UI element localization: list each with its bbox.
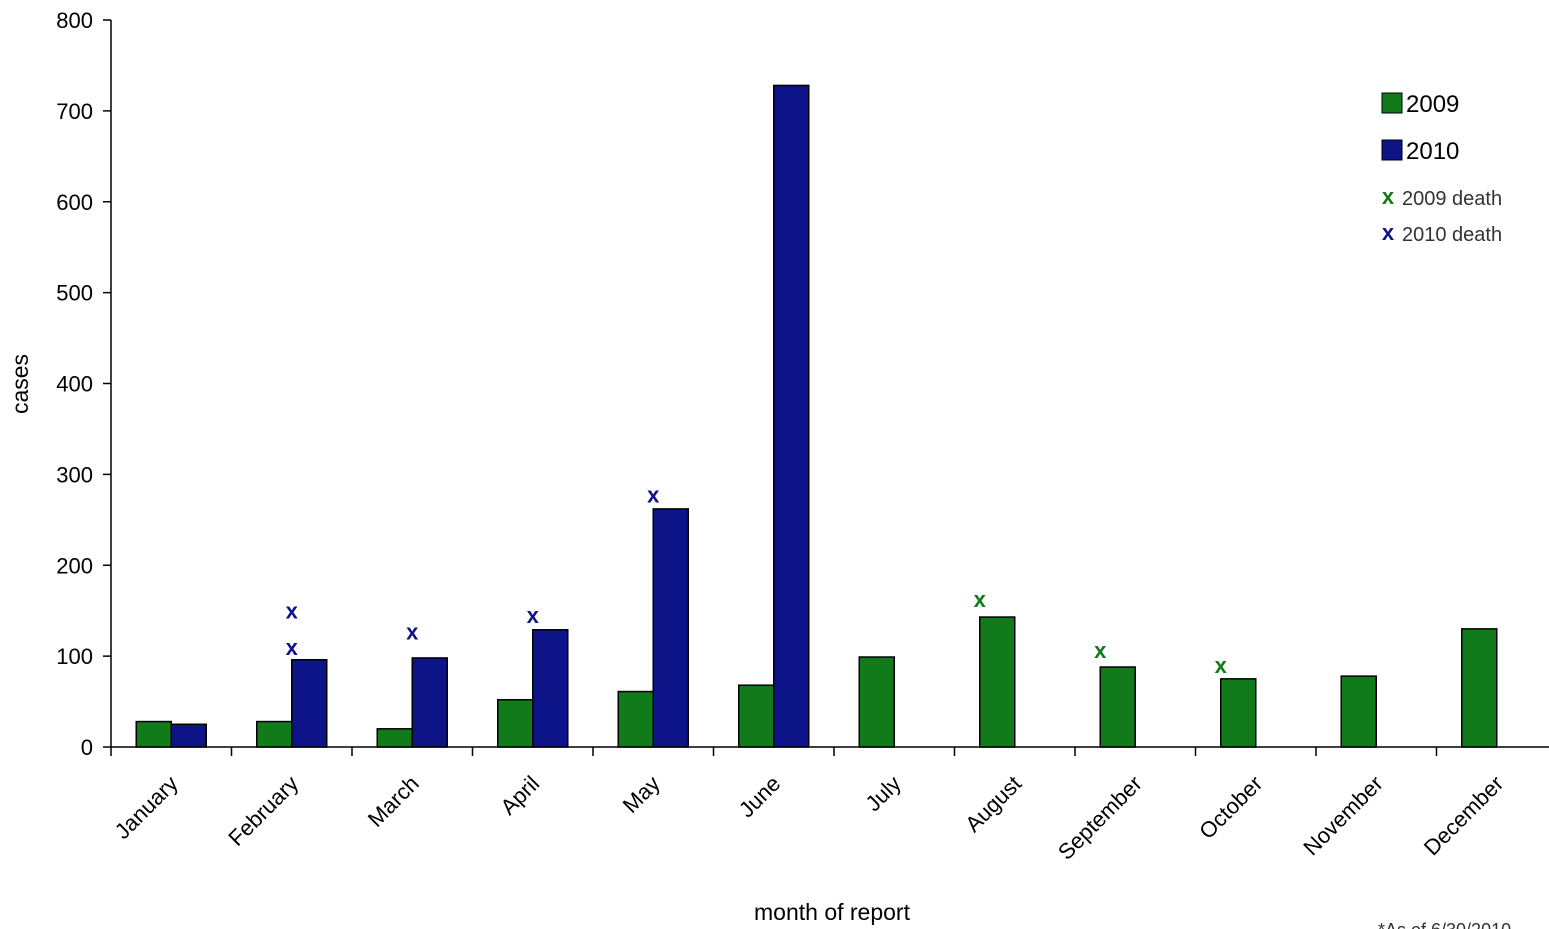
bar-2009-march — [376, 728, 413, 748]
bar-2009-august — [979, 616, 1016, 748]
bar-2009-may — [617, 690, 654, 748]
y-tick-label: 800 — [56, 8, 93, 33]
x-tick-label: June — [734, 771, 785, 822]
death-marker-2010: x — [286, 599, 299, 624]
x-tick-label: August — [960, 771, 1026, 837]
bar-2010-january — [170, 723, 207, 748]
legend-marker: x — [1382, 184, 1395, 209]
bar-2010-april — [532, 629, 569, 748]
legend-label-2009: 2009 — [1406, 91, 1459, 118]
y-tick-label: 700 — [56, 99, 93, 124]
death-marker-2009: x — [1215, 653, 1228, 678]
x-tick-label: April — [495, 771, 544, 820]
bar-2009-april — [497, 698, 534, 748]
death-marker-2009: x — [1094, 638, 1107, 663]
bar-2010-february — [291, 659, 328, 748]
death-marker-2010: x — [647, 482, 660, 507]
bar-2009-september — [1099, 666, 1136, 748]
x-tick-label: November — [1298, 771, 1387, 860]
bar-2009-november — [1340, 675, 1377, 748]
footnote: *As of 6/30/2010 — [1378, 920, 1511, 929]
bar-2009-december — [1461, 628, 1498, 748]
y-tick-label: 500 — [56, 281, 93, 306]
legend-swatch-2010 — [1381, 139, 1403, 161]
legend-swatch-2009 — [1381, 92, 1403, 114]
bar-2009-october — [1220, 678, 1257, 748]
y-tick-label: 600 — [56, 190, 93, 215]
x-tick-label: December — [1419, 771, 1508, 860]
legend: 2009 2010 x 2009 death x 2010 death — [1381, 91, 1502, 246]
x-tick-label: May — [618, 771, 665, 818]
bar-2009-june — [738, 684, 775, 748]
legend-label: 2010 death — [1402, 224, 1502, 246]
y-tick-label: 0 — [81, 735, 93, 760]
y-tick-label: 100 — [56, 644, 93, 669]
bar-2009-february — [256, 720, 293, 748]
legend-marker: x — [1382, 220, 1395, 245]
x-tick-label: February — [223, 771, 303, 851]
y-axis-title: cases — [7, 354, 33, 414]
axes — [103, 19, 1549, 756]
bar-2010-june — [773, 84, 810, 748]
death-marker-2009: x — [974, 587, 987, 612]
bars — [135, 84, 1498, 748]
x-tick-label: July — [860, 771, 905, 816]
y-tick-label: 400 — [56, 372, 93, 397]
x-axis-title: month of report — [754, 899, 911, 925]
death-marker-2010: x — [527, 603, 540, 628]
legend-label-2010: 2010 — [1406, 138, 1459, 165]
y-tick-label: 300 — [56, 462, 93, 487]
y-tick-label: 200 — [56, 553, 93, 578]
bar-2010-march — [411, 657, 448, 748]
legend-label: 2009 death — [1402, 188, 1502, 210]
x-tick-label: October — [1194, 771, 1267, 844]
x-tick-label: January — [110, 771, 183, 844]
x-tick-label: March — [363, 771, 424, 832]
bar-2009-july — [858, 656, 895, 748]
bar-2010-may — [652, 508, 689, 748]
death-marker-2010: x — [286, 635, 299, 660]
death-marker-2010: x — [406, 620, 419, 645]
x-tick-label: September — [1053, 771, 1147, 865]
bar-2009-january — [135, 720, 172, 748]
